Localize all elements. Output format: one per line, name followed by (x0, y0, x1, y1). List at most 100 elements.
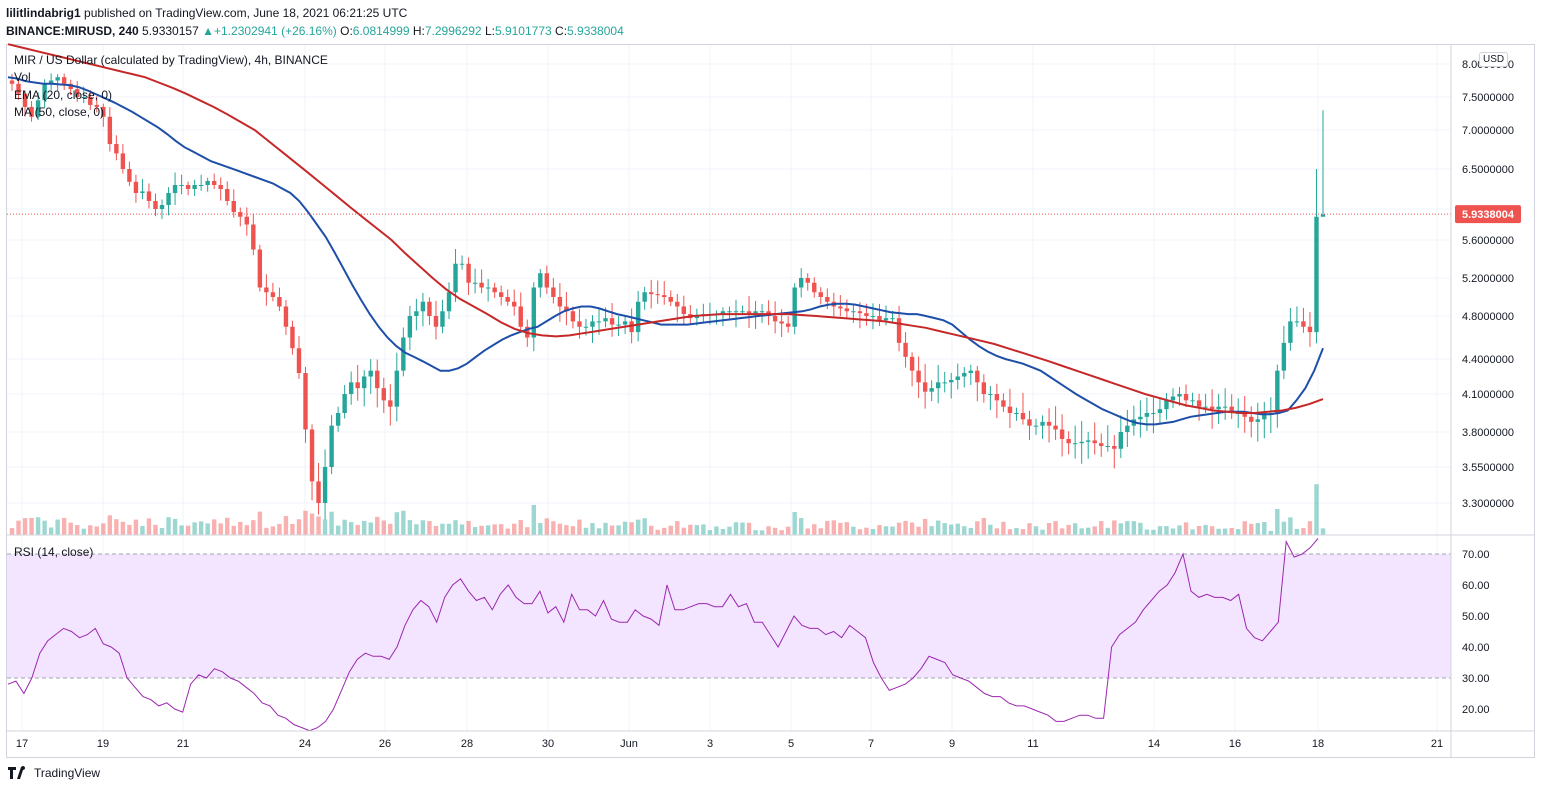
rsi-tick-label: 70.00 (1462, 549, 1490, 561)
footer: TradingView (8, 766, 100, 780)
candle-body (988, 394, 993, 395)
volume-bar (812, 524, 817, 535)
volume-bar (1046, 523, 1052, 535)
volume-bar (525, 527, 530, 535)
candle-body (609, 318, 615, 325)
volume-bar (1229, 528, 1234, 535)
candle-body (877, 316, 882, 321)
candle-body (75, 89, 80, 97)
volume-bar (1138, 522, 1143, 535)
volume-bar (622, 521, 628, 535)
candle-body (1053, 425, 1058, 430)
symbol-label: BINANCE:MIRUSD, 240 (6, 24, 139, 38)
volume-bar (1151, 529, 1156, 535)
volume-bar (648, 525, 654, 535)
candle-body (472, 282, 478, 284)
candle-body (864, 313, 869, 316)
price-tick-label: 5.2000000 (1462, 273, 1514, 285)
candle-body (1320, 214, 1326, 217)
volume-bar (942, 523, 947, 535)
volume-bar (935, 520, 941, 535)
volume-bar (629, 522, 634, 535)
candle-body (342, 394, 347, 413)
ma-legend[interactable]: MA (50, close, 0) (14, 105, 105, 119)
candle-body (968, 370, 973, 373)
candle-body (1151, 413, 1156, 414)
volume-bar (238, 521, 243, 535)
candle-body (48, 80, 54, 84)
volume-bar (844, 522, 850, 535)
candle-body (316, 481, 321, 503)
candle-body (348, 382, 354, 394)
candle-body (505, 297, 510, 302)
volume-bar (1131, 521, 1137, 535)
volume-bar (309, 513, 315, 535)
price-tick-label: 7.0000000 (1462, 125, 1514, 137)
volume-legend[interactable]: Vol (14, 70, 31, 84)
brand-name[interactable]: TradingView (34, 766, 101, 780)
chart-title: MIR / US Dollar (calculated by TradingVi… (14, 53, 328, 67)
volume-bar (883, 526, 889, 535)
time-tick-label: 16 (1229, 738, 1241, 750)
candle-body (1118, 432, 1124, 449)
ema-legend[interactable]: EMA (20, close, 0) (14, 88, 113, 102)
candle-body (1072, 443, 1078, 445)
candle-body (590, 321, 595, 327)
candle-body (681, 306, 687, 315)
candle-body (746, 311, 752, 314)
volume-bar (1085, 527, 1091, 535)
volume-bar (512, 523, 517, 535)
volume-bar (153, 524, 158, 535)
volume-bar (707, 530, 713, 535)
rsi-legend[interactable]: RSI (14, close) (14, 545, 94, 559)
volume-bar (1222, 528, 1228, 535)
candle-body (570, 311, 576, 322)
currency-badge[interactable]: USD (1479, 52, 1509, 67)
candle-body (1222, 406, 1228, 408)
volume-bar (355, 525, 360, 535)
volume-bar (335, 525, 341, 535)
candle-body (596, 321, 602, 323)
volume-bar (16, 520, 21, 535)
time-tick-label: 21 (1431, 738, 1443, 750)
volume-bar (1007, 529, 1013, 535)
author-name[interactable]: lilitlindabrig1 (6, 6, 81, 20)
volume-bar (179, 525, 184, 535)
volume-bar (668, 525, 673, 535)
volume-bar (348, 522, 354, 535)
candle-body (603, 318, 608, 322)
volume-bar (818, 528, 823, 535)
volume-bar (766, 526, 771, 535)
volume-bar (9, 528, 15, 535)
time-tick-label: 3 (707, 738, 713, 750)
candle-body (309, 429, 315, 482)
candle-body (785, 323, 791, 327)
volume-bar (805, 528, 810, 535)
candle-body (1046, 421, 1052, 426)
volume-bar (1281, 521, 1287, 535)
candle-body (1066, 439, 1071, 444)
volume-bar (988, 524, 993, 535)
time-tick-label: 14 (1148, 738, 1160, 750)
volume-bar (127, 524, 132, 535)
volume-bar (551, 521, 556, 535)
volume-bar (388, 523, 393, 535)
volume-bar (466, 520, 471, 535)
candle-body (1105, 446, 1110, 447)
volume-bar (949, 524, 954, 535)
candle-body (446, 292, 452, 312)
time-tick-label: 24 (299, 738, 311, 750)
candle-body (55, 77, 60, 81)
volume-bar (107, 515, 113, 535)
candle-body (146, 191, 152, 201)
volume-bar (1144, 529, 1150, 535)
volume-bar (283, 516, 289, 535)
candle-body (1216, 406, 1221, 410)
volume-bar (994, 528, 1000, 535)
candle-body (81, 97, 86, 98)
candle-body (1138, 416, 1143, 420)
candle-body (1177, 394, 1182, 397)
volume-bar (1203, 524, 1208, 535)
volume-bar (1177, 525, 1182, 535)
